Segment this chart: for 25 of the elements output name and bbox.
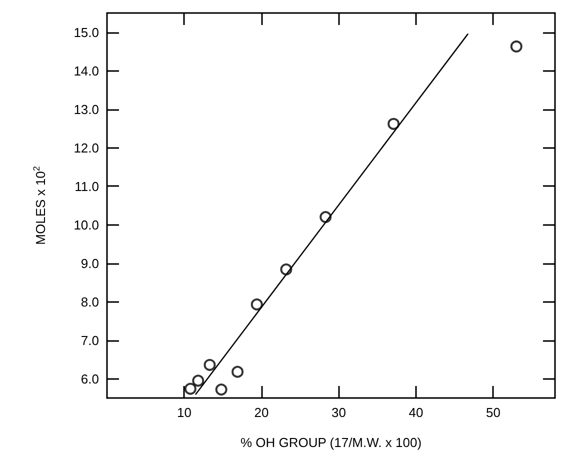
x-tick-label: 10 [177, 405, 192, 420]
x-tick-label: 40 [408, 405, 424, 420]
point [510, 40, 522, 52]
y-tick-label: 15.0 [74, 24, 99, 40]
y-tick-label: 8.0 [80, 294, 99, 310]
x-axis-title: % OH GROUP (17/M.W. x 100) [240, 435, 422, 450]
x-tick-label: 50 [486, 405, 500, 420]
x-tick-label: 30 [331, 405, 346, 420]
point [215, 384, 228, 396]
x-tick-label: 20 [254, 405, 269, 420]
y-tick-label: 14.0 [74, 63, 99, 78]
y-tick-label: 9.0 [80, 256, 99, 271]
point [192, 374, 204, 387]
y-tick-label: 13.0 [74, 102, 99, 117]
y-tick-label: 12.0 [74, 140, 99, 156]
point [184, 382, 196, 395]
y-axis-title: MOLES x 102 [32, 166, 48, 245]
point [204, 358, 216, 371]
point [388, 118, 400, 130]
point [250, 298, 263, 310]
y-tick-label: 11.0 [74, 178, 99, 194]
y-tick-label: 6.0 [80, 371, 99, 386]
y-tick-label: 10.0 [74, 217, 99, 232]
point [232, 366, 244, 378]
y-tick-label: 7.0 [80, 332, 99, 348]
